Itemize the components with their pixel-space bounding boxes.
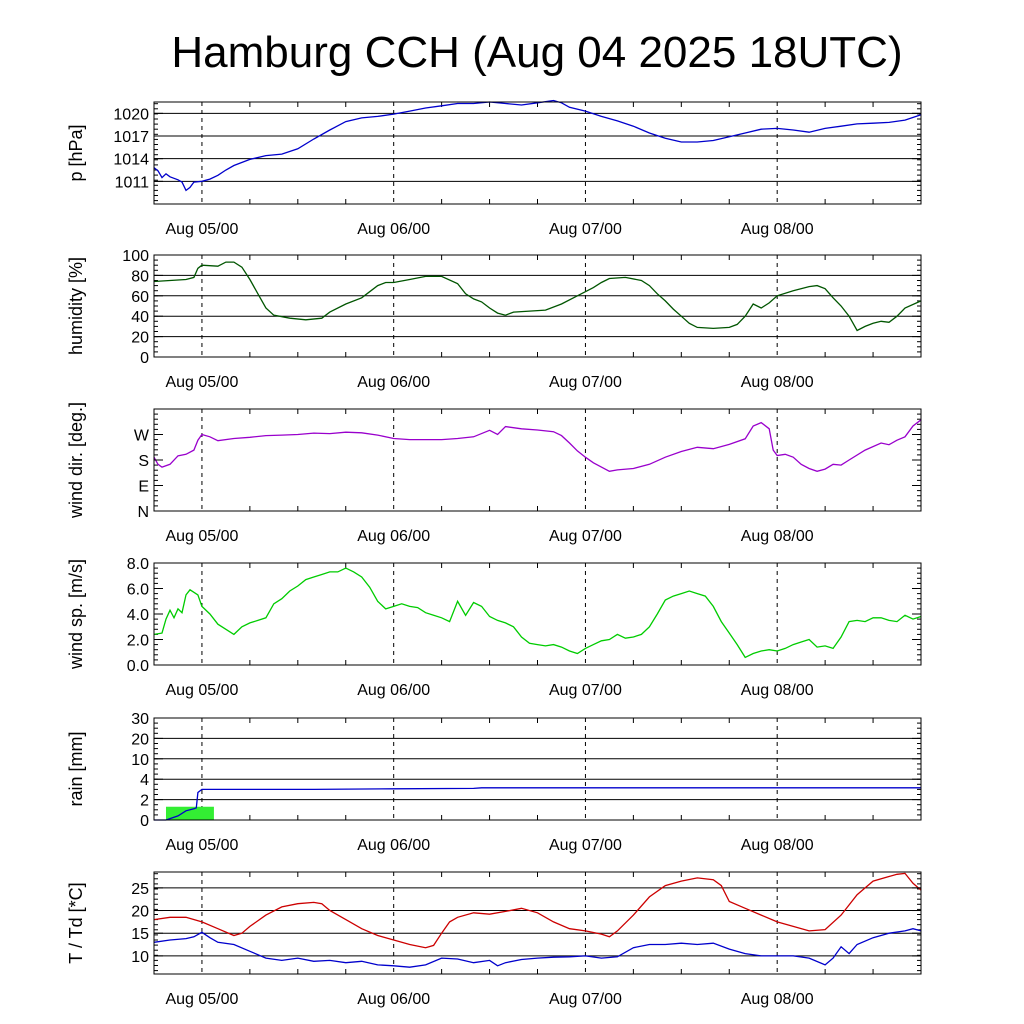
x-tick-label: Aug 07/00 [549, 837, 622, 854]
wind_direction-ylabel: wind dir. [deg.] [66, 402, 86, 519]
x-tick-label: Aug 08/00 [741, 837, 814, 854]
pressure-series-line [153, 99, 922, 192]
pressure-frame [153, 101, 922, 205]
pressure-tick-label: 1017 [113, 129, 149, 146]
temperature-tick-label: 10 [131, 949, 149, 966]
pressure-tick-label: 1011 [115, 174, 150, 191]
rain-series-line [154, 787, 921, 821]
pressure-tick-label: 1014 [113, 152, 149, 169]
x-tick-label: Aug 05/00 [165, 528, 238, 545]
temperature-tick-label: 25 [131, 881, 149, 898]
temperature-frame [153, 871, 922, 975]
x-tick-label: Aug 06/00 [357, 221, 430, 238]
pressure-tick-label: 1020 [113, 106, 149, 123]
rain-tick-label: 20 [131, 731, 149, 748]
humidity-ylabel: humidity [%] [66, 257, 86, 355]
humidity-panel: 0 20 40 60 80 100 humidity [%] Aug 05/00 Aug 06/… [66, 248, 922, 391]
wind_speed-series-line [153, 567, 922, 659]
temperature-tick-label: 15 [131, 926, 149, 943]
x-tick-label: Aug 06/00 [357, 374, 430, 391]
humidity-tick-label: 80 [131, 268, 149, 285]
wind_speed-tick-label: 0.0 [127, 658, 149, 675]
wind_direction-tick-label: S [138, 453, 149, 470]
rain-tick-label: 30 [131, 711, 149, 728]
x-tick-label: Aug 05/00 [165, 991, 238, 1008]
rain-ylabel: rain [mm] [66, 731, 86, 806]
temperature-tick-label: 20 [131, 904, 149, 921]
rain-tick-label: 4 [140, 772, 149, 789]
x-tick-label: Aug 07/00 [549, 374, 622, 391]
humidity-tick-label: 40 [131, 309, 149, 326]
rain-tick-label: 2 [140, 793, 149, 810]
x-tick-label: Aug 05/00 [165, 221, 238, 238]
temperature-series-line [153, 872, 922, 949]
x-tick-label: Aug 05/00 [165, 682, 238, 699]
wind_speed-tick-label: 2.0 [127, 633, 149, 650]
wind_speed-frame [153, 562, 922, 666]
wind_direction-tick-label: N [137, 504, 149, 521]
wind_speed-tick-label: 8.0 [127, 556, 149, 573]
x-tick-label: Aug 07/00 [549, 991, 622, 1008]
x-tick-label: Aug 05/00 [165, 837, 238, 854]
x-tick-label: Aug 06/00 [357, 991, 430, 1008]
wind_speed-tick-label: 4.0 [127, 607, 149, 624]
x-tick-label: Aug 08/00 [741, 528, 814, 545]
x-tick-label: Aug 08/00 [741, 221, 814, 238]
wind_direction-tick-label: E [138, 479, 149, 496]
humidity-tick-label: 60 [131, 289, 149, 306]
x-tick-label: Aug 07/00 [549, 221, 622, 238]
x-tick-label: Aug 08/00 [741, 991, 814, 1008]
temperature-ylabel: T / Td [*C] [66, 882, 86, 963]
humidity-tick-label: 100 [122, 248, 149, 265]
wind_speed-ylabel: wind sp. [m/s] [66, 559, 86, 670]
wind_speed-panel: 0.0 2.0 4.0 6.0 8.0 wind sp. [m/s] Aug 05/00 Au… [66, 556, 922, 699]
humidity-tick-label: 20 [131, 330, 149, 347]
wind_speed-tick-label: 6.0 [127, 582, 149, 599]
pressure-ylabel: p [hPa] [66, 124, 86, 181]
humidity-frame [153, 254, 922, 358]
x-tick-label: Aug 08/00 [741, 374, 814, 391]
humidity-tick-label: 0 [140, 350, 149, 367]
pressure-panel: 1011 1014 1017 1020 p [hPa] Aug 05/00 Aug 06/0… [66, 99, 922, 238]
chart-title: Hamburg CCH (Aug 04 2025 18UTC) [171, 28, 902, 77]
x-tick-label: Aug 07/00 [549, 528, 622, 545]
rain-tick-label: 0 [140, 813, 149, 830]
temperature-series-line [153, 928, 922, 968]
wind_direction-tick-label: W [134, 428, 150, 445]
x-tick-label: Aug 07/00 [549, 682, 622, 699]
rain-panel: 0 2 4 10 20 30 rain [mm] Aug 05/00 Aug 06/00 Aug … [66, 711, 922, 854]
rain-bar [165, 806, 214, 820]
humidity-series-line [153, 261, 922, 332]
x-tick-label: Aug 06/00 [357, 682, 430, 699]
rain-tick-label: 10 [131, 752, 149, 769]
x-tick-label: Aug 06/00 [357, 528, 430, 545]
wind_direction-frame [153, 408, 922, 512]
x-tick-label: Aug 05/00 [165, 374, 238, 391]
x-tick-label: Aug 08/00 [741, 682, 814, 699]
temperature-panel: 10 15 20 25 T / Td [*C] Aug 05/00 Aug 06/00 Aug… [66, 871, 922, 1008]
wind_direction-series-line [153, 419, 922, 472]
rain-frame [153, 717, 922, 821]
x-tick-label: Aug 06/00 [357, 837, 430, 854]
